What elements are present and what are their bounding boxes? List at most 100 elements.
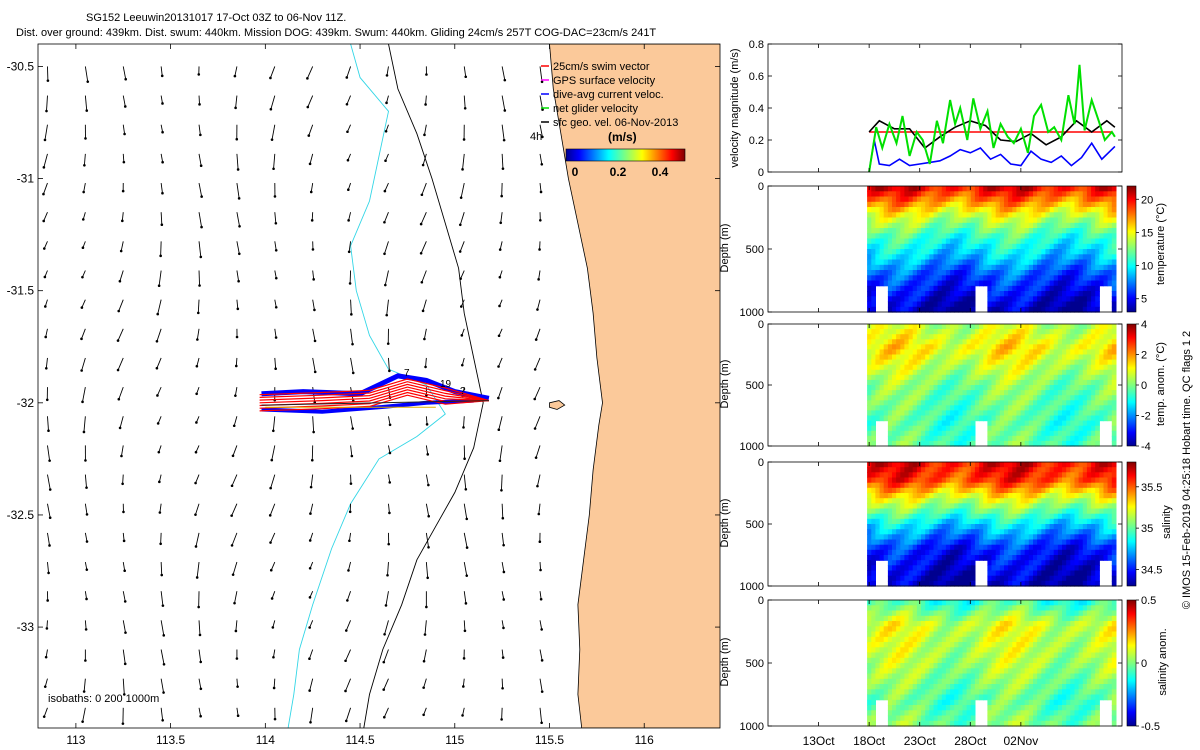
map-colorbar-tick: 0.4	[652, 165, 669, 179]
arrow-head	[384, 283, 387, 287]
arrow-head	[385, 74, 389, 77]
arrow-head	[308, 566, 312, 570]
arrow-head	[388, 423, 392, 427]
arrow-head	[422, 686, 425, 689]
current-arrow	[118, 299, 124, 312]
arrow-head	[421, 163, 425, 167]
map-panel: 113 113.5 114 114.5 115 115.5 116 -30.5 -31 -31.5…	[7, 43, 721, 747]
arrow-head	[500, 718, 503, 721]
current-arrow	[539, 649, 543, 661]
current-arrow	[119, 416, 124, 429]
arrow-head	[346, 158, 350, 162]
arrow-head	[497, 396, 500, 400]
current-arrow	[501, 532, 505, 546]
current-arrow	[538, 270, 541, 280]
depth-tick-label: 500	[746, 519, 764, 531]
arrow-head	[463, 629, 467, 633]
current-arrow	[84, 620, 87, 630]
current-arrow	[81, 357, 86, 371]
current-arrow	[198, 124, 201, 135]
arrow-head	[272, 167, 275, 171]
current-arrow	[499, 241, 503, 250]
colorbar-tick-label: -4	[1141, 441, 1151, 453]
arrow-head	[540, 162, 544, 166]
arrow-head	[270, 138, 274, 141]
current-arrow	[501, 591, 505, 600]
legend-item-dac: dive-avg current veloc.	[541, 89, 664, 101]
arrow-head	[269, 76, 272, 80]
current-arrow	[47, 445, 51, 461]
track-label: ?	[460, 386, 466, 397]
current-arrow	[198, 707, 202, 717]
isobaths-label: isobaths: 0 200 1000m	[48, 693, 159, 705]
current-arrow	[156, 357, 162, 369]
arrow-head	[308, 162, 312, 166]
arrow-head	[162, 691, 165, 694]
current-arrow	[460, 182, 465, 198]
current-arrow	[422, 153, 427, 166]
arrow-head	[237, 279, 240, 283]
arrow-head	[310, 219, 314, 222]
current-arrow	[274, 328, 277, 338]
arrow-head	[235, 657, 239, 660]
current-arrow	[47, 503, 51, 518]
arrow-head	[425, 423, 429, 426]
current-arrow	[196, 357, 200, 367]
velocity-series	[868, 64, 1116, 173]
arrow-head	[498, 304, 501, 308]
arrow-head	[306, 105, 310, 109]
arrow-head	[344, 719, 348, 723]
current-arrow	[198, 153, 202, 166]
arrow-head	[231, 573, 235, 576]
current-arrow	[463, 66, 467, 77]
arrow-head	[117, 309, 121, 313]
arrow-head	[116, 339, 120, 342]
current-arrow	[539, 153, 543, 165]
current-arrow	[269, 503, 276, 516]
current-arrow	[501, 561, 505, 573]
current-arrow	[384, 182, 389, 192]
map-ticks: 113 113.5 114 114.5 115 115.5 116 -30.5 -31 -31.5…	[7, 44, 720, 747]
arrow-head	[350, 454, 354, 458]
velocity-tick-label: 0.4	[749, 103, 764, 115]
current-arrow	[195, 503, 200, 515]
arrow-head	[502, 626, 505, 630]
current-arrow	[537, 299, 541, 310]
arrow-head	[123, 662, 127, 666]
velocity-axis-ticks: 0 0.2 0.4 0.6 0.8	[749, 39, 1122, 179]
lon-tick-label: 116	[635, 733, 654, 747]
current-arrow	[539, 124, 543, 138]
current-arrow	[425, 562, 429, 578]
arrow-head	[537, 512, 541, 516]
legend-item-gps: GPS surface velocity	[541, 75, 656, 87]
current-arrow	[118, 386, 124, 400]
arrow-head	[81, 275, 84, 279]
current-arrow	[198, 270, 201, 286]
current-arrow	[348, 532, 352, 541]
current-arrow	[158, 270, 162, 286]
current-arrow	[236, 182, 240, 199]
arrow-head	[84, 659, 87, 662]
current-arrow	[122, 532, 125, 541]
current-arrow	[501, 95, 506, 111]
coastline-islands	[549, 400, 566, 410]
arrow-head	[502, 543, 505, 547]
arrow-head	[459, 277, 462, 280]
current-arrow	[236, 153, 239, 170]
colorbar-tick-label: 34.5	[1141, 564, 1162, 576]
current-arrow	[157, 386, 162, 396]
current-arrow	[421, 182, 427, 195]
arrow-head	[82, 190, 85, 194]
arrow-head	[80, 337, 83, 341]
arrow-head	[230, 484, 234, 488]
current-arrow	[310, 182, 314, 193]
track-dac-upper	[261, 373, 490, 401]
land-polygon	[549, 44, 720, 728]
lon-tick-label: 115.5	[535, 733, 564, 747]
current-arrow	[501, 649, 504, 658]
arrow-head	[498, 275, 502, 279]
arrow-head	[195, 364, 199, 368]
temperature-section: 0 500 1000 5 10 15 20	[740, 181, 1154, 319]
depth-tick-label: 0	[758, 181, 764, 193]
current-arrow	[160, 212, 163, 225]
